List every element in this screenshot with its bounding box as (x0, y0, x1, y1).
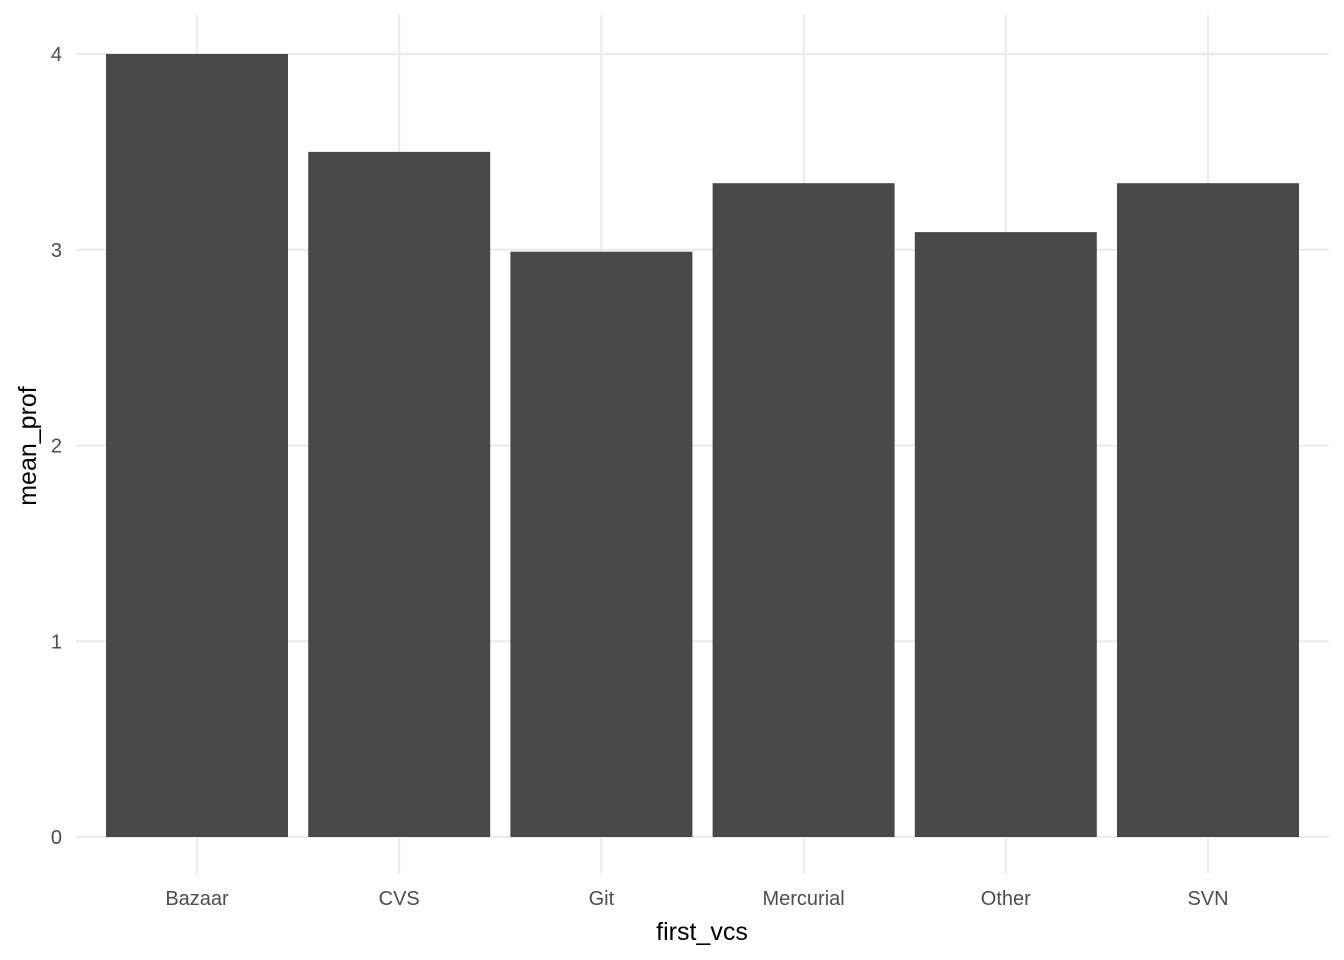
x-tick-label: Mercurial (762, 888, 844, 910)
y-tick-label: 2 (51, 436, 62, 458)
y-tick-label: 3 (51, 240, 62, 262)
x-tick-label: Git (589, 888, 615, 910)
y-tick-labels: 0 1 2 3 4 (51, 44, 62, 849)
y-tick-label: 0 (51, 827, 62, 849)
bar-svn (1117, 183, 1299, 837)
y-tick-label: 4 (51, 44, 62, 66)
x-axis-title: first_vcs (656, 918, 748, 946)
x-tick-label: Bazaar (165, 888, 229, 910)
y-tick-label: 1 (51, 631, 62, 653)
bar-git (510, 251, 693, 837)
y-axis-title: mean_prof (14, 386, 42, 506)
bar-other (914, 232, 1097, 837)
x-tick-label: CVS (379, 888, 420, 910)
x-tick-labels: Bazaar CVS Git Mercurial Other SVN (165, 888, 1228, 910)
x-tick-label: Other (981, 888, 1031, 910)
bars (106, 54, 1299, 837)
bar-cvs (308, 151, 491, 837)
x-tick-label: SVN (1187, 888, 1228, 910)
bar-mercurial (712, 183, 895, 837)
bar-bazaar (106, 54, 288, 837)
